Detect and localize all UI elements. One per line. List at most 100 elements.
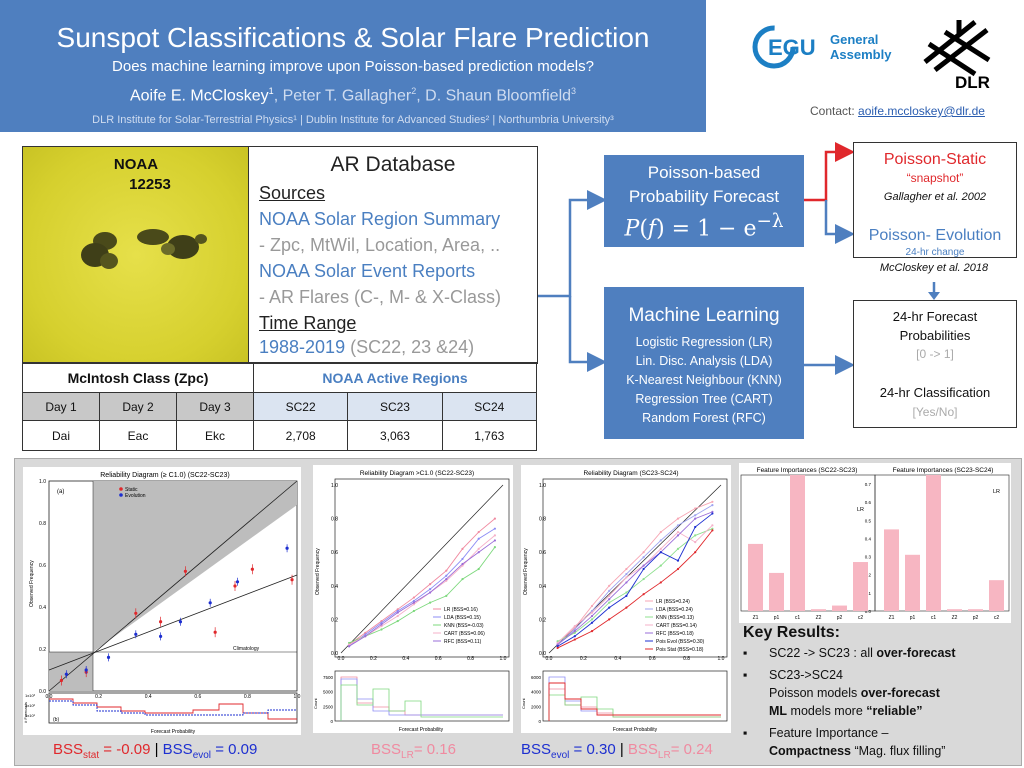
forecast-title-2: Probabilities (899, 328, 971, 343)
plot1-xlabel: Forecast Probability (151, 729, 196, 735)
plot2-hist-frame (334, 670, 510, 722)
series-point (348, 643, 351, 646)
poisson-line-2: Probability Forecast (628, 187, 780, 206)
hist-tick-label: 2500 (323, 704, 334, 709)
key-result-2-text: SC23->SC24 (769, 668, 843, 682)
series-point (642, 577, 645, 581)
series-line (557, 524, 713, 644)
plot1-hist-frame (48, 692, 298, 724)
series-point (659, 551, 662, 554)
bss-sep-1: | (150, 741, 163, 758)
static-point (134, 611, 138, 615)
plot1-hist-tick-1: 1x10³ (25, 693, 36, 698)
ytick-label: 0.0 (539, 651, 546, 657)
series-point (625, 572, 628, 576)
series-point (461, 577, 464, 581)
sources-heading: Sources (259, 183, 326, 203)
poisson-static-quote: “snapshot” (906, 171, 964, 185)
series-point (348, 645, 351, 648)
plot2-hist-lda (340, 678, 503, 721)
ytick-label: 1.0 (39, 479, 46, 485)
series-line (557, 501, 713, 644)
series-point (556, 646, 559, 650)
series-point (590, 604, 594, 608)
plot3-xlabel: Forecast Probability (613, 727, 658, 733)
results-panel: Reliability Diagram (≥ C1.0) (SC22-SC23)… (14, 458, 1022, 766)
series-point (659, 581, 662, 584)
plot2-diagonal (340, 484, 504, 654)
series-point (694, 551, 697, 554)
series-point (694, 525, 697, 529)
series-point (445, 579, 448, 582)
series-point (608, 618, 611, 621)
plot1-hist-ylabel: # Forecasts (23, 702, 28, 723)
poster-title: Sunspot Classifications & Solar Flare Pr… (56, 22, 650, 53)
xtick-label: 0.8 (683, 656, 690, 662)
poisson-static-cite: Gallagher et al. 2002 (883, 191, 987, 203)
plot1-ylabel: Observed Frequency (29, 560, 35, 607)
xtick-label: 1.0 (718, 656, 725, 662)
series-point (625, 594, 628, 597)
ar-database-box: AR Database Sources NOAA Solar Region Su… (248, 146, 538, 364)
legend-label: CART (BSS=0.14) (656, 623, 697, 629)
noaa-header: NOAA Active Regions (253, 362, 537, 393)
forecast-title-1: 24-hr Forecast (892, 309, 978, 324)
xtick-label: 0.6 (649, 656, 656, 662)
series-point (412, 596, 415, 599)
reliability-plot-poisson-svg: Reliability Diagram (≥ C1.0) (SC22-SC23)… (23, 472, 301, 735)
series-point (477, 567, 480, 571)
feat-bar (884, 529, 899, 611)
feat-bar (748, 543, 763, 611)
feat-xtick-label: c1 (795, 615, 801, 621)
series-point (711, 529, 714, 532)
evolution-point (178, 620, 183, 624)
author-3-sup: 3 (571, 86, 577, 96)
sc22-header: SC22 (252, 392, 349, 421)
feat-xtick-label: Z1 (889, 615, 895, 621)
bss-evol-text: BSS (162, 741, 193, 758)
ytick-label: 0.4 (39, 605, 46, 611)
plot1-hist-tick-2: 1x10² (25, 703, 36, 708)
sc24-value: 1,763 (441, 420, 538, 451)
bss-evol-value: = 0.09 (211, 741, 258, 758)
legend-label: LR (BSS=0.24) (656, 599, 690, 605)
legend-label: Pois Evol (BSS=0.30) (656, 639, 705, 645)
poisson-evolution-title: Poisson- Evolution (868, 227, 1002, 244)
plot1-legend-static: Static (125, 487, 138, 493)
evolution-point (285, 546, 289, 550)
forecast-box: 24-hr Forecast Probabilities [0 -> 1] 24… (853, 300, 1017, 428)
series-point (590, 611, 594, 614)
plot3-frame (542, 478, 728, 658)
reliability-plot-ml-sc22-svg: Reliability Diagram >C1.0 (SC22-SC23) 0.… (313, 470, 510, 733)
down-arrow-icon (928, 282, 940, 300)
hist-tick-label: 4000 (531, 690, 542, 695)
ytick-label: 0.6 (39, 563, 46, 569)
bss-lr-sc22: BSSLR= 0.16 (371, 741, 456, 761)
feat-bar (968, 609, 983, 611)
plot3-title: Reliability Diagram (SC23-SC24) (583, 470, 678, 477)
ytick-label: 0.2 (331, 617, 338, 623)
sc23-header: SC23 (347, 392, 443, 421)
series-line (348, 528, 496, 647)
plot1-diagonal (48, 480, 298, 692)
legend-label: CART (BSS=0.06) (444, 631, 485, 637)
day-3-header: Day 3 (176, 392, 254, 421)
author-1-sup: 1 (268, 86, 274, 96)
bss-lr-sub: LR (401, 750, 414, 761)
poisson-line-1: Poisson-based (647, 163, 761, 182)
time-range-heading: Time Range (259, 313, 357, 333)
series-point (573, 631, 576, 634)
feat-tag-2: LR (993, 489, 1000, 495)
poisson-formula: P(f) = 1 − e−λ (624, 211, 784, 242)
poisson-box: Poisson-based Probability Forecast P(f) … (604, 155, 804, 247)
contact-email-link[interactable]: aoife.mccloskey@dlr.de (858, 104, 985, 118)
series-line (557, 530, 713, 649)
series-point (396, 609, 399, 613)
plot2-xlabel: Forecast Probability (399, 727, 444, 733)
plot3-lines (556, 500, 714, 650)
static-point (59, 678, 64, 683)
key-result-3: ▪ Feature Importance – (743, 726, 889, 740)
series-point (396, 608, 399, 611)
series-point (396, 614, 399, 618)
day-2-header: Day 2 (99, 392, 177, 421)
